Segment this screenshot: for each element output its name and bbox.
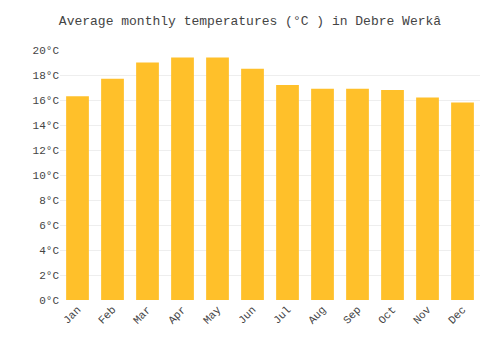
svg-text:Mar: Mar: [131, 304, 153, 326]
svg-text:6°C: 6°C: [39, 220, 59, 232]
svg-text:Feb: Feb: [96, 304, 118, 326]
svg-text:2°C: 2°C: [39, 270, 59, 282]
svg-text:May: May: [201, 304, 224, 327]
svg-text:Oct: Oct: [376, 304, 398, 326]
svg-text:Aug: Aug: [306, 304, 328, 326]
svg-text:Dec: Dec: [446, 304, 468, 326]
svg-text:12°C: 12°C: [33, 145, 60, 157]
svg-text:Jul: Jul: [271, 304, 293, 326]
svg-text:Nov: Nov: [411, 304, 434, 327]
svg-text:14°C: 14°C: [33, 120, 60, 132]
svg-text:0°C: 0°C: [39, 295, 59, 307]
svg-text:20°C: 20°C: [33, 45, 60, 57]
svg-text:4°C: 4°C: [39, 245, 59, 257]
svg-text:16°C: 16°C: [33, 95, 60, 107]
svg-text:18°C: 18°C: [33, 70, 60, 82]
svg-text:Jan: Jan: [61, 304, 83, 326]
svg-text:10°C: 10°C: [33, 170, 60, 182]
svg-text:Sep: Sep: [341, 304, 363, 326]
svg-text:Jun: Jun: [236, 304, 258, 326]
svg-text:Apr: Apr: [166, 304, 188, 326]
svg-text:8°C: 8°C: [39, 195, 59, 207]
svg-text:Average monthly temperatures (: Average monthly temperatures (°C ) in De…: [59, 14, 441, 29]
